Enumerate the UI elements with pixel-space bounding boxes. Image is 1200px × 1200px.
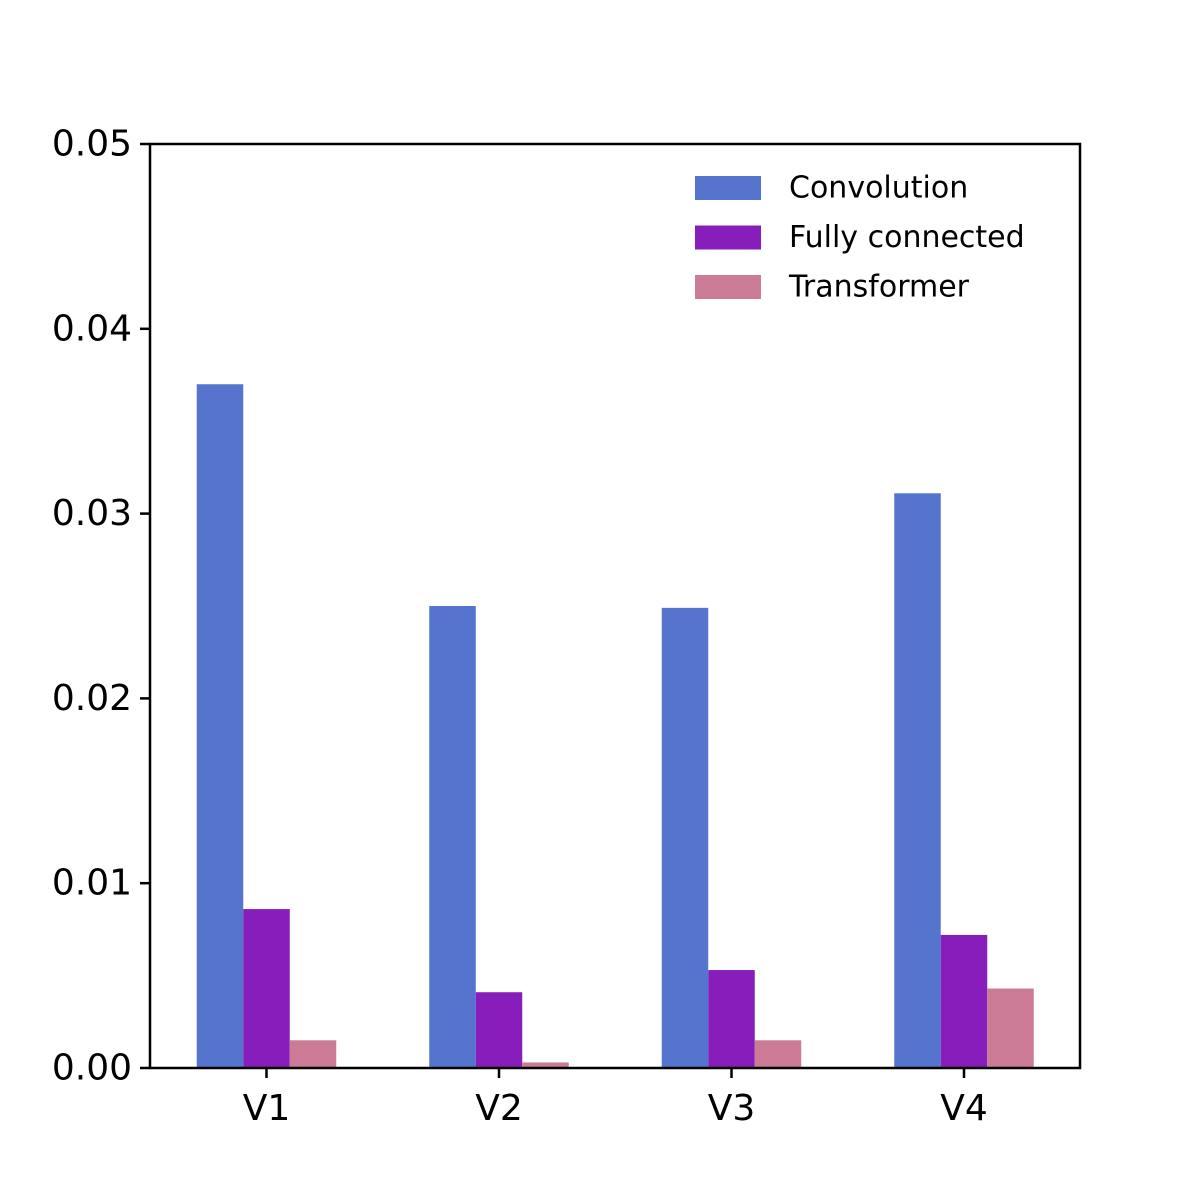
legend-label: Convolution: [789, 171, 968, 206]
bar-transformer-v3: [755, 1040, 802, 1068]
x-tick-label: V3: [708, 1088, 756, 1129]
y-tick-label: 0.00: [52, 1048, 132, 1089]
bar-fully-connected-v3: [708, 970, 755, 1068]
y-tick-label: 0.01: [52, 863, 132, 904]
y-tick-label: 0.04: [52, 308, 132, 349]
y-tick-label: 0.02: [52, 678, 132, 719]
bar-fully-connected-v4: [941, 935, 988, 1068]
bar-convolution-v4: [894, 493, 941, 1068]
y-tick-label: 0.05: [52, 124, 132, 165]
bar-fully-connected-v1: [243, 909, 290, 1068]
legend-label: Transformer: [788, 270, 970, 305]
y-tick-label: 0.03: [52, 493, 132, 534]
legend-swatch-fully-connected: [695, 226, 761, 250]
x-tick-label: V2: [475, 1088, 523, 1129]
legend-swatch-transformer: [695, 275, 761, 299]
bar-convolution-v2: [429, 606, 476, 1068]
x-tick-label: V1: [243, 1088, 291, 1129]
bar-convolution-v3: [662, 608, 709, 1068]
legend-label: Fully connected: [789, 220, 1025, 255]
bar-convolution-v1: [197, 384, 244, 1068]
legend-swatch-convolution: [695, 176, 761, 200]
bar-transformer-v4: [987, 989, 1034, 1068]
bar-transformer-v1: [290, 1040, 337, 1068]
bar-fully-connected-v2: [476, 992, 523, 1068]
x-tick-label: V4: [940, 1088, 988, 1129]
